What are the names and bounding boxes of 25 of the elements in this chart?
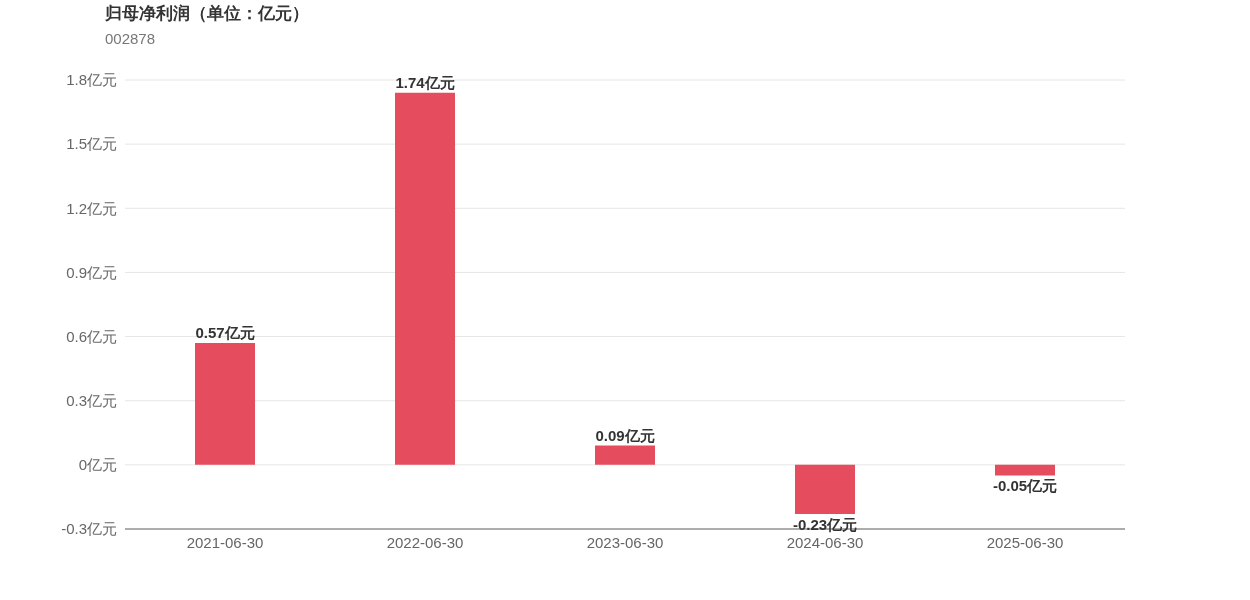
- x-tick-label: 2021-06-30: [186, 533, 264, 551]
- x-tick-label: 2022-06-30: [386, 533, 464, 551]
- data-label: 1.74亿元: [395, 73, 455, 91]
- y-tick-label: 1.5亿元: [66, 135, 117, 153]
- x-tick-label: 2025-06-30: [986, 533, 1064, 551]
- data-label: 0.57亿元: [195, 323, 255, 341]
- data-label: -0.23亿元: [792, 515, 858, 533]
- bar: [795, 464, 855, 515]
- data-label: 0.09亿元: [595, 426, 655, 444]
- bar: [995, 464, 1055, 476]
- y-tick-label: 0.3亿元: [66, 392, 117, 410]
- y-tick-label: 1.2亿元: [66, 199, 117, 217]
- chart-subtitle: 002878: [105, 30, 156, 47]
- y-tick-label: 0亿元: [78, 456, 117, 474]
- y-tick-label: 0.6亿元: [66, 327, 117, 345]
- x-tick-label: 2023-06-30: [586, 533, 664, 551]
- y-tick-label: 1.8亿元: [66, 71, 117, 89]
- y-tick-label: -0.3亿元: [61, 520, 117, 538]
- bar: [195, 342, 255, 465]
- x-tick-label: 2024-06-30: [786, 533, 864, 551]
- bar: [395, 92, 455, 465]
- chart-title: 归母净利润（单位：亿元）: [105, 3, 309, 25]
- data-label: -0.05亿元: [992, 477, 1058, 495]
- bar: [595, 445, 655, 465]
- y-tick-label: 0.9亿元: [66, 263, 117, 281]
